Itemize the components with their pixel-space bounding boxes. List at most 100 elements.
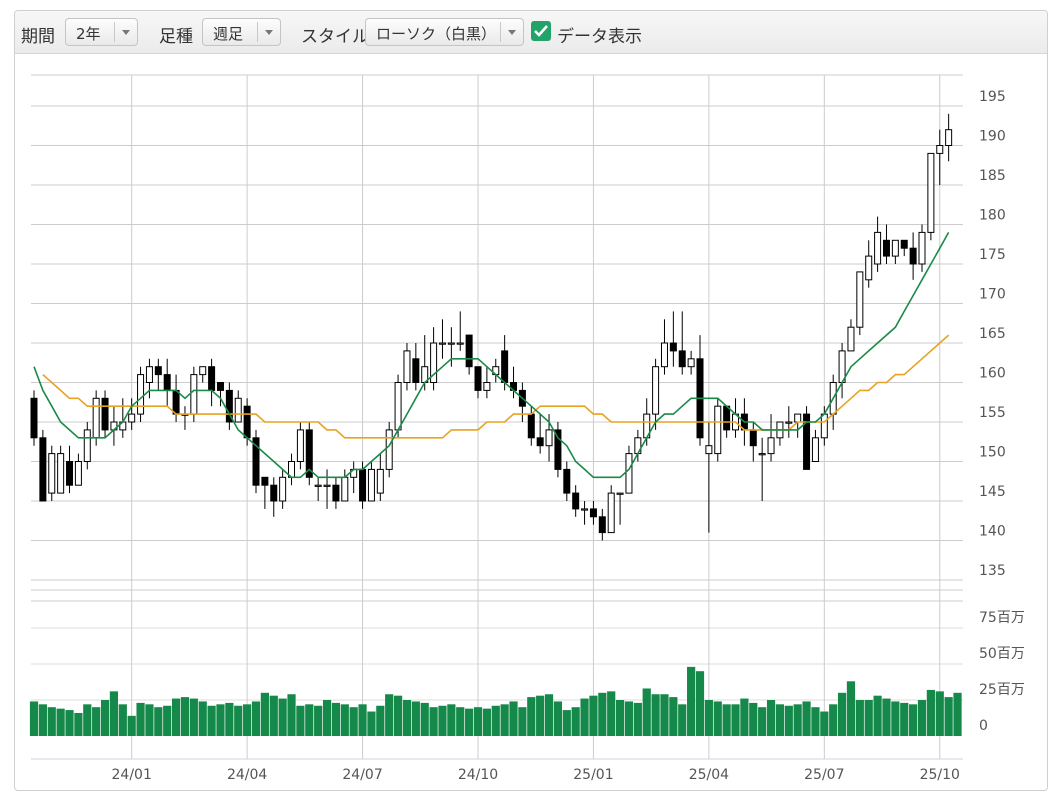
volume-bar xyxy=(269,695,278,736)
volume-bar xyxy=(891,701,900,736)
candle-body-up xyxy=(856,271,864,328)
candle xyxy=(438,319,446,359)
price-tick-label: 185 xyxy=(979,168,1006,184)
style-select[interactable]: ローソク（白黒） xyxy=(365,18,524,46)
volume-bar xyxy=(473,707,483,736)
volume-bar xyxy=(837,692,847,736)
price-tick-label: 190 xyxy=(979,129,1006,145)
candle-body-up xyxy=(660,342,668,368)
volume-bar xyxy=(278,698,287,736)
price-tick-label: 150 xyxy=(979,445,1006,461)
candle xyxy=(581,501,589,525)
candle-body-up xyxy=(430,342,438,383)
volume-bar xyxy=(429,707,438,736)
date-tick-label: 24/10 xyxy=(458,767,498,783)
candle xyxy=(882,224,890,264)
candle-body-down xyxy=(252,437,260,486)
candle-body-up xyxy=(483,382,491,391)
volume-bar xyxy=(855,700,864,736)
candle xyxy=(323,469,331,509)
candle xyxy=(163,358,171,407)
volume-bar xyxy=(864,700,873,736)
candle xyxy=(492,358,500,383)
price-tick-label: 165 xyxy=(979,326,1006,342)
candle-body-down xyxy=(882,239,890,257)
candle-body-up xyxy=(927,152,935,233)
candlestick-chart: 195190185180175170165160155150145140135 … xyxy=(29,74,1025,783)
volume-bar xyxy=(367,711,376,736)
volume-bar xyxy=(260,692,269,736)
candle xyxy=(199,366,207,383)
volume-bar xyxy=(926,689,935,736)
candle xyxy=(154,358,162,391)
volume-bar xyxy=(633,702,642,736)
volume-bar xyxy=(322,700,332,736)
interval-select-value: 週足 xyxy=(213,25,244,43)
volume-bar xyxy=(482,708,491,736)
candle xyxy=(891,239,899,264)
volume-bar xyxy=(553,701,563,736)
candle-body-down xyxy=(225,389,233,423)
short-moving-average-line xyxy=(33,232,950,479)
volume-bar xyxy=(411,701,420,736)
volume-bar xyxy=(731,704,740,736)
candle xyxy=(785,406,793,438)
candle-body-down xyxy=(572,492,580,510)
candle xyxy=(607,485,615,534)
candle-body-up xyxy=(385,429,393,470)
candle-body-up xyxy=(607,492,615,534)
candle-body-up xyxy=(891,239,899,257)
chart-toolbar: 期間 2年 足種 週足 スタイル ローソク（白黒） データ表示 xyxy=(15,11,1047,54)
volume-bar xyxy=(749,702,758,736)
candle xyxy=(403,343,411,391)
volume-bar xyxy=(65,710,74,736)
candle xyxy=(270,477,278,517)
volume-bar xyxy=(917,700,927,736)
volume-bar xyxy=(953,692,962,736)
volume-bar xyxy=(420,702,429,736)
interval-select[interactable]: 週足 xyxy=(202,18,281,46)
candle xyxy=(510,366,518,399)
candle-body-down xyxy=(101,397,109,431)
candle-body-up xyxy=(296,429,304,462)
candle xyxy=(83,422,91,470)
candle xyxy=(616,492,624,525)
volume-bar xyxy=(207,705,216,736)
candle xyxy=(350,461,358,494)
candle xyxy=(927,152,935,241)
candle-body-down xyxy=(749,429,757,447)
candle xyxy=(749,422,757,462)
volume-bar xyxy=(758,707,767,736)
candle-body-down xyxy=(474,366,482,391)
volume-bar xyxy=(331,702,341,736)
volume-bar xyxy=(465,708,474,736)
candle xyxy=(563,461,571,501)
volume-bar xyxy=(100,700,110,736)
candle-body-up xyxy=(403,350,411,383)
volume-bar xyxy=(56,708,65,736)
volume-bar xyxy=(829,704,838,736)
candle-body-down xyxy=(678,350,686,368)
candle xyxy=(572,485,580,517)
candle-body-down xyxy=(216,382,224,391)
date-tick-label: 25/07 xyxy=(804,767,844,783)
volume-bar xyxy=(189,698,198,736)
candle-body-up xyxy=(874,231,882,265)
volume-bar xyxy=(811,707,820,736)
period-select[interactable]: 2年 xyxy=(65,18,138,46)
volume-bar xyxy=(624,701,634,736)
candle xyxy=(208,358,216,407)
candle-body-down xyxy=(909,247,917,265)
period-select-value: 2年 xyxy=(76,25,101,43)
volume-bar xyxy=(38,704,47,736)
volume-bar xyxy=(820,711,829,736)
candle-body-down xyxy=(669,342,677,352)
show-data-checkbox[interactable] xyxy=(531,21,551,41)
candle xyxy=(252,429,260,494)
candle xyxy=(216,382,224,407)
volume-bar xyxy=(438,705,447,736)
volume-bar xyxy=(456,707,465,736)
candles xyxy=(30,113,953,541)
candle-body-down xyxy=(501,350,509,383)
volume-bar xyxy=(678,704,687,736)
